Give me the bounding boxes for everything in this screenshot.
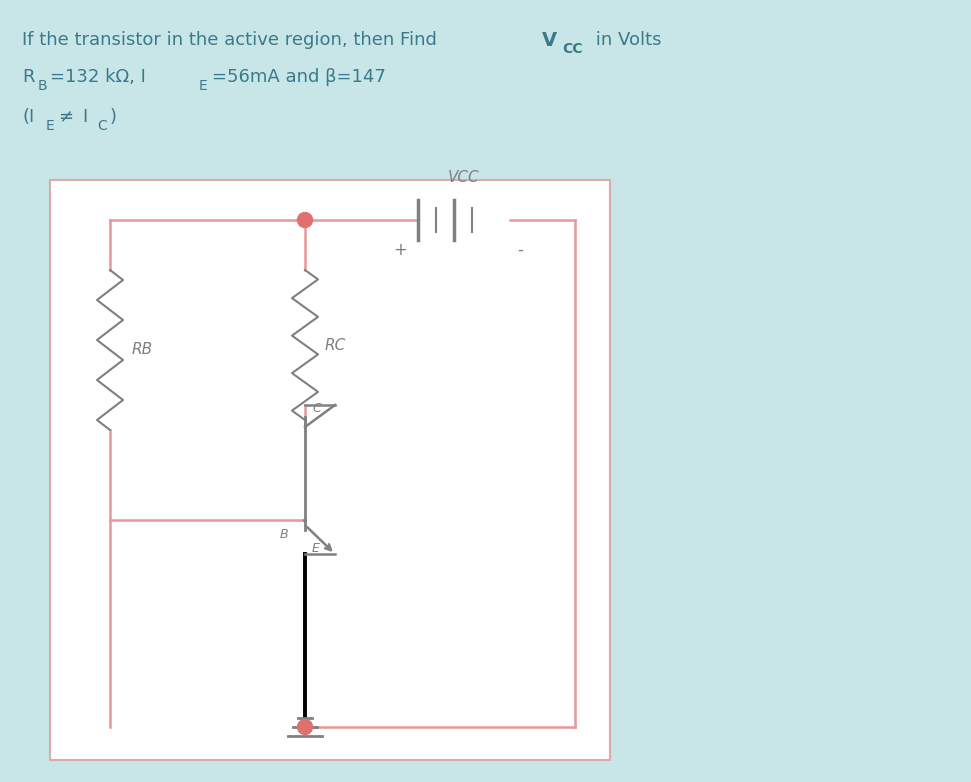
- Circle shape: [297, 719, 313, 734]
- Text: I: I: [82, 108, 87, 126]
- Text: E: E: [199, 79, 208, 93]
- Text: -: -: [518, 241, 523, 259]
- Text: E: E: [312, 541, 319, 554]
- Text: (I: (I: [22, 108, 34, 126]
- Text: C: C: [312, 403, 320, 415]
- Text: V: V: [542, 30, 557, 49]
- Text: B: B: [280, 529, 288, 541]
- Text: +: +: [393, 241, 407, 259]
- Text: =56mA and β=147: =56mA and β=147: [212, 68, 385, 86]
- Text: ≠: ≠: [58, 108, 74, 126]
- Text: in Volts: in Volts: [590, 31, 661, 49]
- Text: RC: RC: [325, 338, 347, 353]
- Text: B: B: [38, 79, 48, 93]
- Bar: [50, 180, 610, 760]
- Circle shape: [297, 213, 313, 228]
- Text: ): ): [110, 108, 117, 126]
- Text: R: R: [22, 68, 35, 86]
- Text: CC: CC: [562, 42, 583, 56]
- Text: C: C: [97, 119, 107, 133]
- Text: RB: RB: [132, 343, 153, 357]
- Text: VCC: VCC: [449, 170, 480, 185]
- Text: E: E: [46, 119, 54, 133]
- Text: =132 kΩ, I: =132 kΩ, I: [50, 68, 146, 86]
- Text: If the transistor in the active region, then Find: If the transistor in the active region, …: [22, 31, 443, 49]
